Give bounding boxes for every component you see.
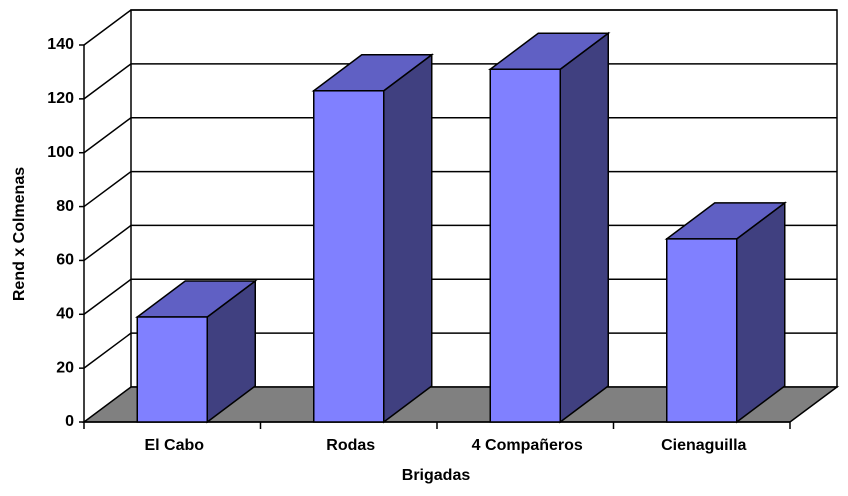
x-tick-label: Cienaguilla (661, 437, 746, 454)
y-tick-label: 60 (56, 252, 74, 269)
grid-line (83, 9, 837, 46)
x-tick-label: Rodas (326, 437, 375, 454)
bar-front (666, 238, 738, 423)
bar-front (313, 90, 385, 423)
y-tick-label: 40 (56, 306, 74, 323)
bar-side (559, 31, 609, 424)
x-tick-label: El Cabo (144, 437, 204, 454)
y-tick-label: 120 (47, 90, 74, 107)
bar (135, 279, 258, 424)
x-tick-label: 4 Compañeros (472, 437, 583, 454)
bar (664, 201, 787, 424)
bar (311, 53, 434, 424)
y-tick-label: 100 (47, 144, 74, 161)
y-tick-label: 140 (47, 36, 74, 53)
y-tick-label: 80 (56, 198, 74, 215)
x-axis-title: Brigadas (402, 467, 471, 484)
bar-side (736, 201, 786, 424)
bar-side (383, 53, 433, 424)
y-tick-label: 20 (56, 359, 74, 376)
bar-front (136, 316, 208, 423)
bar-front (489, 68, 561, 423)
y-axis-title: Rend x Colmenas (11, 167, 28, 301)
y-tick-label: 0 (65, 413, 74, 430)
bar (488, 31, 611, 424)
